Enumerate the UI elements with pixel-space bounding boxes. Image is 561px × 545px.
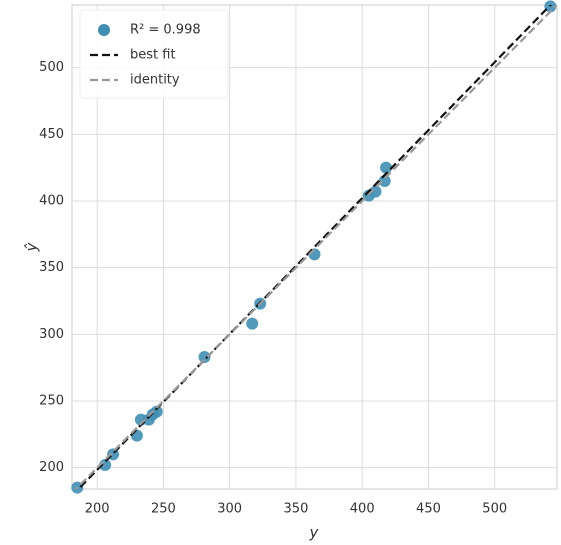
x-tick-label: 250 <box>151 502 176 517</box>
y-tick-label: 450 <box>39 127 64 142</box>
legend-label: R² = 0.998 <box>130 23 201 38</box>
x-tick-label: 350 <box>284 502 309 517</box>
y-tick-label: 250 <box>39 394 64 409</box>
point <box>378 175 391 187</box>
y-tick-label: 300 <box>39 327 64 342</box>
legend-marker <box>98 24 110 36</box>
point <box>369 185 382 198</box>
x-tick-label: 400 <box>350 502 375 517</box>
y-tick-label: 350 <box>39 260 64 275</box>
point <box>198 351 211 363</box>
point <box>380 161 393 174</box>
x-tick-label: 500 <box>482 502 507 517</box>
y-axis-label: ŷ <box>23 241 41 252</box>
point <box>246 317 259 330</box>
y-tick-label: 500 <box>39 60 64 75</box>
x-tick-label: 200 <box>85 502 110 517</box>
y-tick-label: 200 <box>39 460 64 475</box>
x-tick-label: 450 <box>416 502 441 517</box>
legend-label: best fit <box>130 48 176 63</box>
legend-box <box>79 9 229 99</box>
y-tick-label: 400 <box>39 194 64 209</box>
fit-line <box>74 5 557 489</box>
point <box>150 405 163 418</box>
legend-label: identity <box>130 73 180 88</box>
x-tick-label: 300 <box>217 502 242 517</box>
x-axis-label: y <box>309 524 320 542</box>
